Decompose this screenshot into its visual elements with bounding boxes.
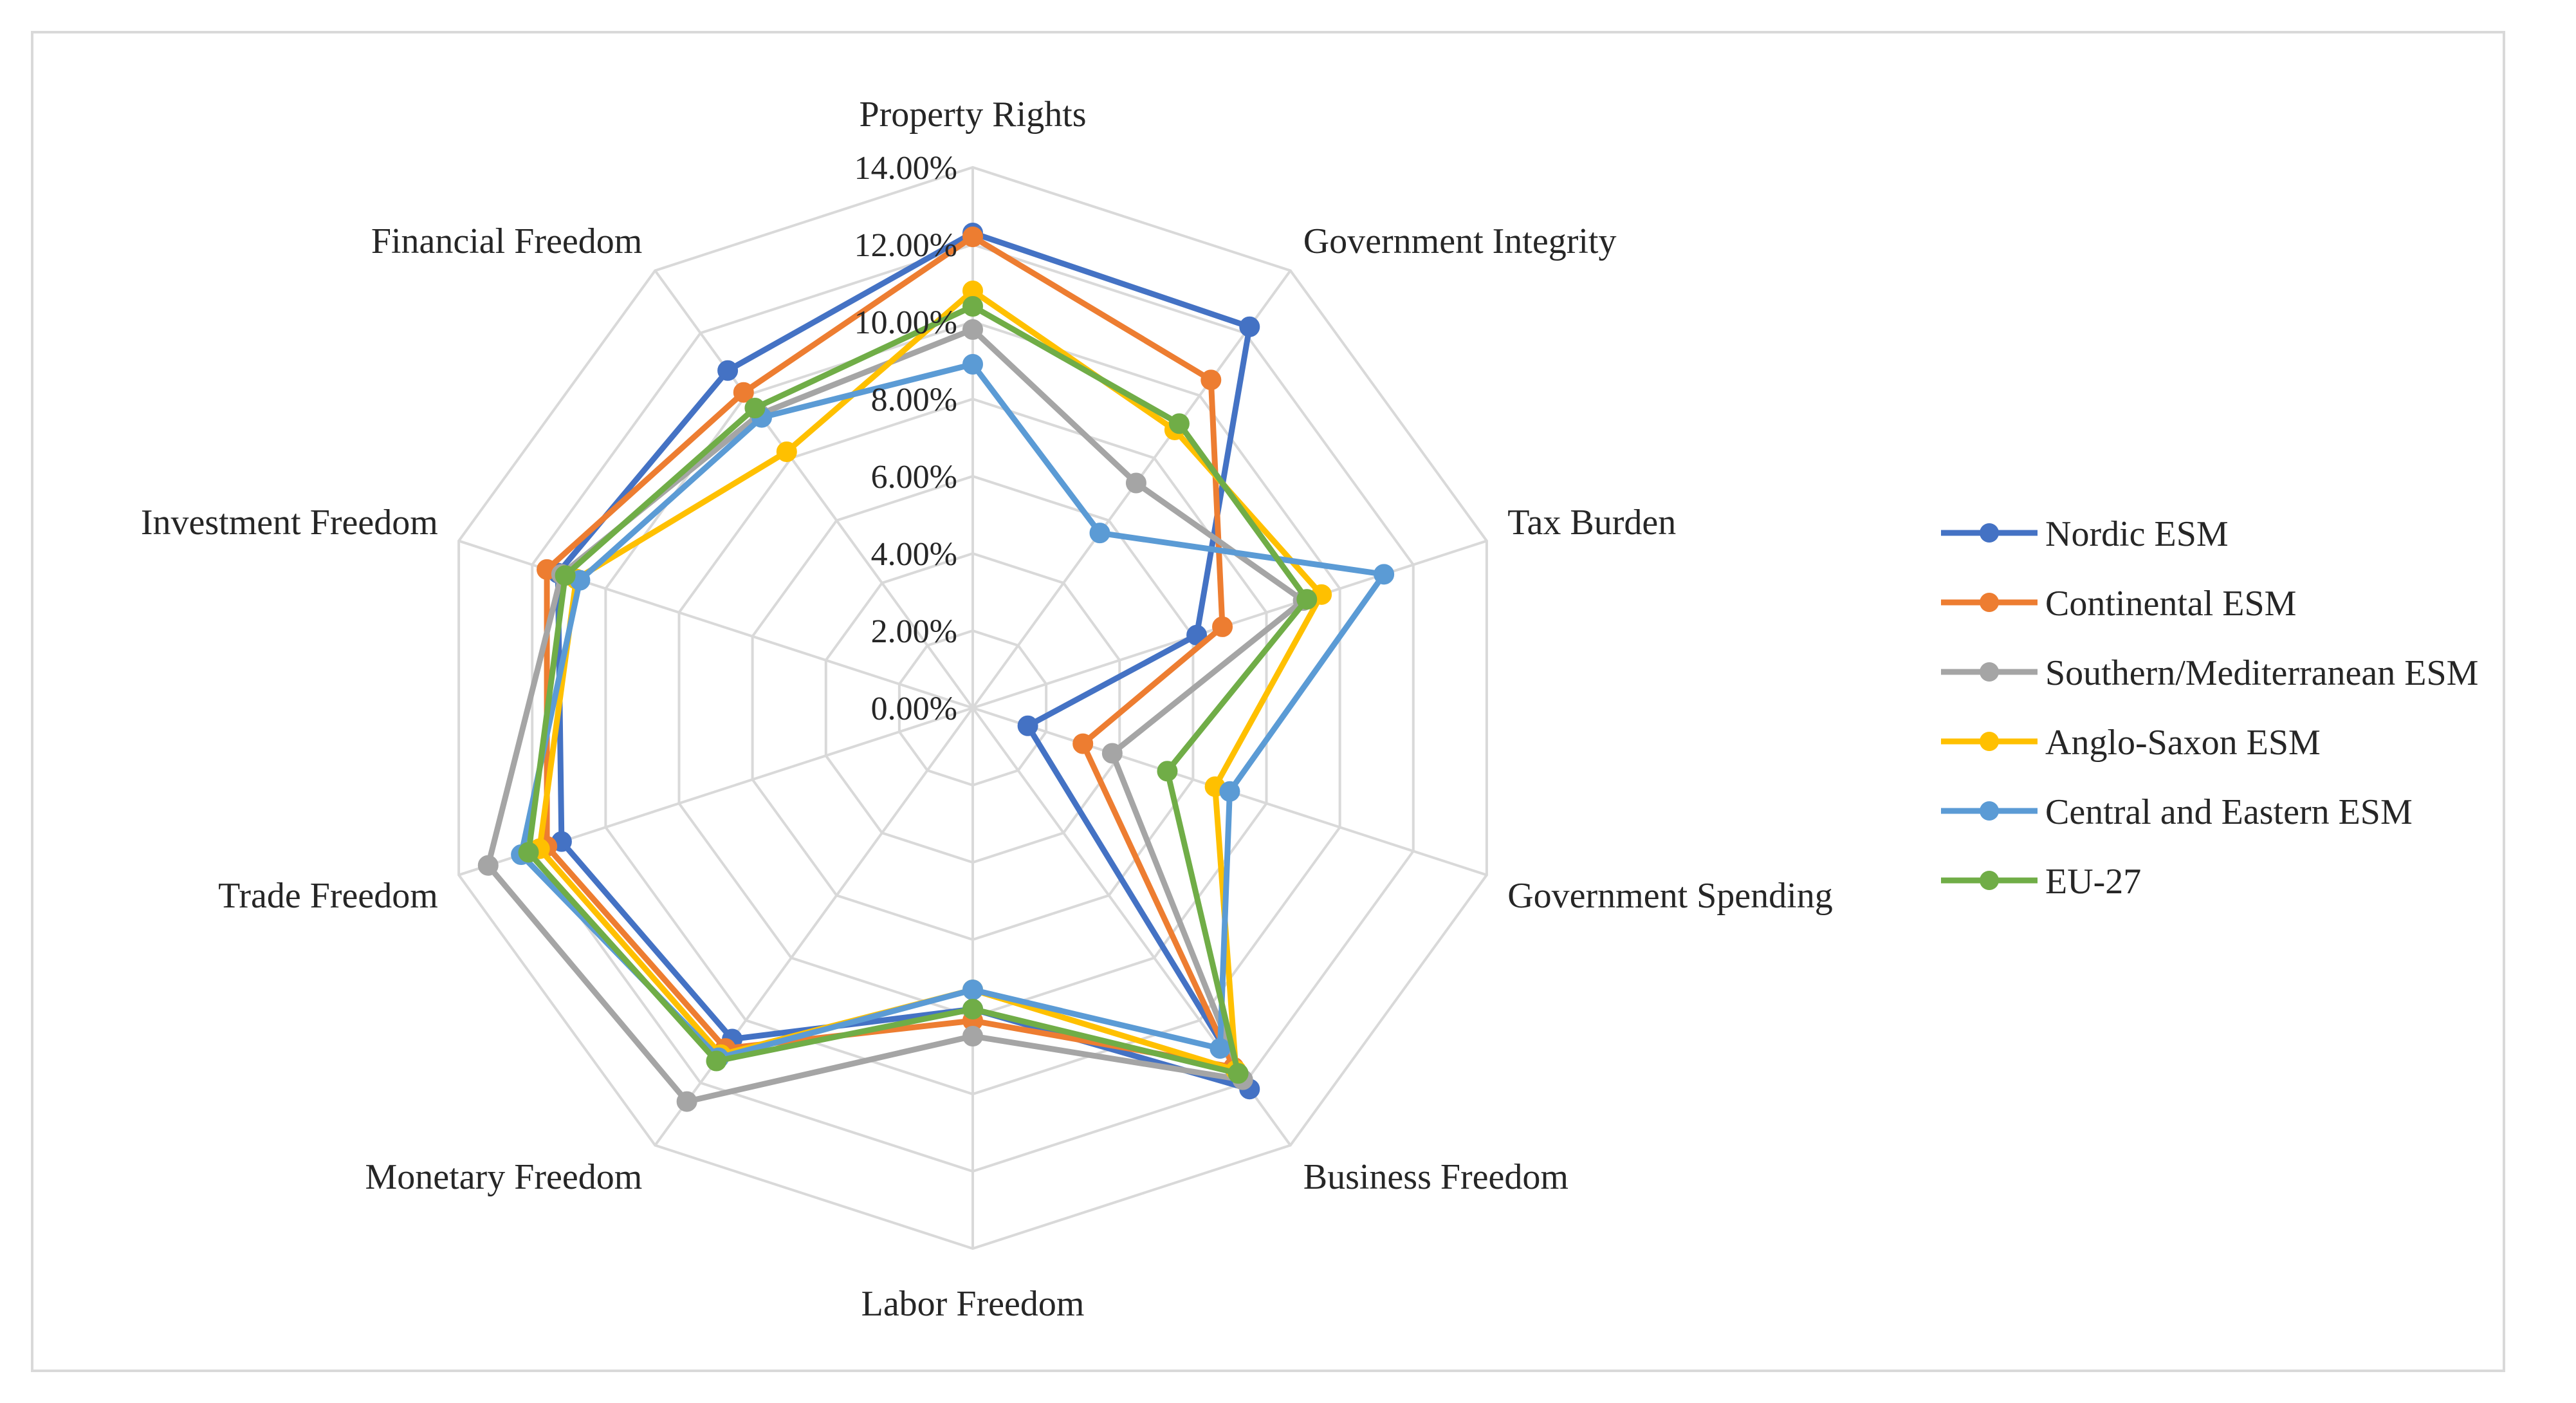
data-point: [1101, 743, 1123, 764]
axis-label: Trade Freedom: [218, 876, 438, 916]
data-point: [1089, 523, 1110, 544]
series-eu-27: [518, 296, 1318, 1084]
legend-label: Southern/Mediterranean ESM: [2045, 653, 2478, 693]
data-point: [1212, 616, 1233, 637]
tick-labels: 0.00% 2.00% 4.00% 6.00% 8.00% 10.00% 12.00% 14.…: [854, 150, 957, 727]
data-point: [962, 999, 983, 1019]
legend-swatch-marker: [1980, 801, 1999, 821]
tick-label: 8.00%: [871, 382, 957, 418]
legend-item: EU-27: [1941, 862, 2141, 902]
axis-label: Labor Freedom: [861, 1284, 1085, 1324]
data-point: [1374, 564, 1395, 585]
legend-swatch-marker: [1980, 871, 1999, 890]
data-point: [1296, 589, 1318, 610]
data-point: [962, 227, 983, 247]
axis-spoke: [654, 270, 974, 709]
data-point: [518, 842, 539, 863]
series-layer: [477, 223, 1395, 1112]
data-point: [555, 565, 576, 586]
data-point: [1219, 781, 1240, 802]
data-point: [962, 980, 983, 1000]
legend-label: Anglo-Saxon ESM: [2045, 723, 2321, 763]
legend-swatch-marker: [1980, 732, 1999, 751]
chart-area: 0.00% 2.00% 4.00% 6.00% 8.00% 10.00% 12.00% 14.…: [31, 31, 2505, 1372]
tick-label: 12.00%: [854, 227, 957, 264]
legend-item: Nordic ESM: [1941, 514, 2229, 554]
axis-label: Government Spending: [1507, 876, 1832, 916]
radar-grid: [457, 165, 1488, 1250]
legend-item: Southern/Mediterranean ESM: [1941, 653, 2478, 693]
tick-label: 10.00%: [854, 304, 957, 341]
data-point: [1228, 1063, 1249, 1084]
legend-label: EU-27: [2045, 862, 2141, 902]
tick-label: 4.00%: [871, 536, 957, 573]
axis-label: Investment Freedom: [141, 503, 438, 543]
axis-label: Tax Burden: [1507, 503, 1676, 543]
data-point: [1125, 472, 1146, 494]
data-point: [1201, 369, 1222, 391]
legend-item: Anglo-Saxon ESM: [1941, 723, 2321, 763]
legend-label: Nordic ESM: [2045, 514, 2229, 554]
axis-label: Monetary Freedom: [365, 1157, 642, 1197]
data-point: [744, 398, 766, 419]
axis-spoke: [654, 707, 974, 1146]
tick-label: 6.00%: [871, 459, 957, 496]
legend-item: Continental ESM: [1941, 584, 2296, 624]
data-point: [1239, 316, 1260, 337]
axis-labels: Property Rights Government Integrity Tax B…: [141, 95, 1833, 1324]
data-point: [1157, 761, 1178, 782]
data-point: [1168, 413, 1190, 434]
legend-label: Continental ESM: [2045, 584, 2296, 624]
legend-swatch-marker: [1980, 593, 1999, 612]
tick-label: 0.00%: [871, 691, 957, 727]
axis-label: Business Freedom: [1303, 1157, 1569, 1197]
legend: Nordic ESM Continental ESM Southern/Medite…: [1941, 514, 2478, 902]
legend-item: Central and Eastern ESM: [1941, 792, 2413, 832]
series-continental-esm: [537, 227, 1244, 1078]
data-point: [717, 360, 739, 381]
data-point: [706, 1050, 727, 1072]
data-point: [962, 296, 983, 317]
axis-label: Financial Freedom: [371, 221, 642, 261]
data-point: [676, 1091, 697, 1112]
legend-label: Central and Eastern ESM: [2045, 792, 2413, 832]
tick-label: 14.00%: [854, 150, 957, 187]
data-point: [962, 319, 983, 340]
radar-chart: 0.00% 2.00% 4.00% 6.00% 8.00% 10.00% 12.00% 14.…: [141, 95, 2479, 1324]
data-point: [962, 354, 983, 375]
tick-label: 2.00%: [871, 613, 957, 650]
data-point: [1017, 715, 1038, 736]
axis-label: Government Integrity: [1303, 221, 1617, 261]
legend-swatch-marker: [1980, 662, 1999, 682]
data-point: [1072, 733, 1094, 754]
data-point: [962, 1026, 983, 1046]
legend-swatch-marker: [1980, 523, 1999, 543]
axis-label: Property Rights: [859, 95, 1086, 135]
data-point: [477, 855, 499, 876]
data-point: [776, 441, 797, 462]
data-point: [1210, 1038, 1231, 1059]
data-point: [733, 382, 754, 403]
